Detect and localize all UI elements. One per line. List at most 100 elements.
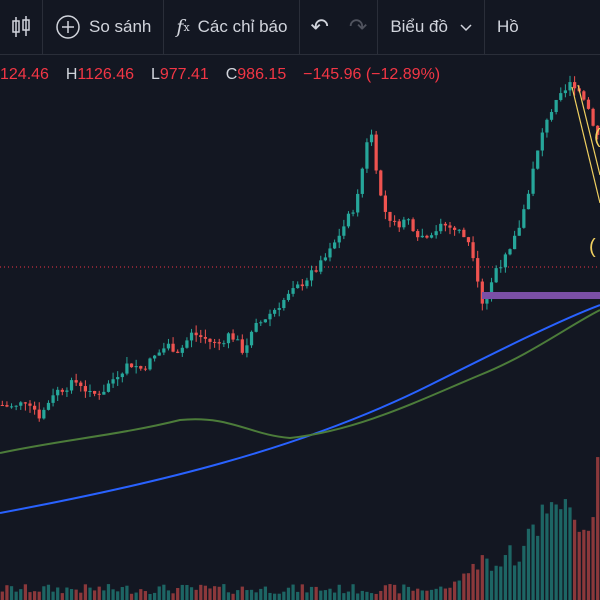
- toolbar-divider: [163, 0, 165, 54]
- candle-body: [226, 333, 231, 344]
- toolbar-divider: [377, 0, 379, 54]
- volume-bar: [397, 593, 401, 600]
- volume-bar: [536, 535, 540, 600]
- candle-body: [342, 226, 346, 236]
- volume-bar: [462, 573, 466, 600]
- volume-bar: [226, 592, 231, 600]
- indicators-label: Các chỉ báo: [197, 17, 288, 36]
- extra-menu-label: Hồ: [496, 17, 519, 36]
- toolbar-divider: [483, 0, 485, 54]
- candle-body: [116, 377, 120, 380]
- extra-menu-button[interactable]: Hồ: [485, 0, 531, 54]
- candle-body: [134, 366, 138, 368]
- volume-bar: [157, 586, 161, 600]
- volume-bar: [203, 585, 207, 600]
- volume-bar: [453, 581, 457, 600]
- candle-body: [236, 339, 240, 341]
- candle-body: [489, 282, 494, 300]
- volume-bar: [143, 591, 147, 600]
- volume-bar: [97, 586, 101, 600]
- volume-bar: [79, 592, 83, 600]
- redo-button[interactable]: ↷: [339, 0, 377, 54]
- candle-body: [416, 231, 420, 238]
- chevron-down-icon: [460, 20, 472, 35]
- candle-body: [443, 223, 447, 226]
- volume-bar: [291, 584, 295, 600]
- volume-bar: [425, 590, 429, 600]
- candle-body: [249, 331, 254, 346]
- candle-body: [333, 242, 337, 249]
- candle-body: [97, 393, 101, 395]
- volume-bar: [586, 530, 591, 600]
- volume-bar: [374, 593, 378, 600]
- volume-bar: [388, 584, 392, 600]
- volume-bar: [14, 591, 18, 600]
- candle-body: [568, 82, 572, 91]
- volume-bar: [526, 528, 531, 600]
- chart-style-button[interactable]: [0, 0, 42, 54]
- candle-body: [254, 322, 258, 332]
- candle-body: [309, 270, 314, 281]
- candle-body: [28, 403, 32, 406]
- candle-body: [531, 168, 535, 194]
- candle-body: [457, 229, 461, 231]
- candle-body: [268, 313, 272, 320]
- volume-bar: [273, 593, 277, 600]
- volume-bar: [503, 555, 507, 600]
- candle-body: [517, 227, 521, 236]
- volume-bar: [420, 590, 424, 600]
- candle-body: [559, 93, 563, 100]
- fx-icon-main: f: [176, 16, 184, 38]
- volume-bar: [406, 586, 411, 600]
- chart-type-dropdown[interactable]: Biểu đồ: [378, 0, 484, 54]
- volume-bar: [102, 590, 106, 600]
- annotation-line: [577, 84, 600, 176]
- candle-body: [314, 270, 318, 272]
- volume-bar: [513, 565, 517, 600]
- volume-bar: [23, 584, 27, 600]
- volume-bar: [208, 588, 212, 600]
- candle-body: [65, 390, 69, 392]
- volume-bar: [314, 586, 318, 600]
- candle-body: [88, 390, 92, 392]
- volume-bar: [217, 586, 221, 600]
- volume-bar: [282, 591, 286, 600]
- legend-change: −145.96 (−12.89%): [303, 66, 441, 83]
- volume-bar: [545, 513, 549, 600]
- volume-bar: [342, 593, 346, 600]
- volume-bar: [554, 504, 558, 600]
- volume-bar: [33, 591, 37, 600]
- candle-body: [563, 90, 567, 94]
- candle-body: [393, 220, 397, 222]
- legend-high-value: 1126.46: [77, 66, 135, 83]
- redo-icon: ↷: [348, 14, 368, 39]
- volume-bar: [429, 589, 434, 600]
- candle-body: [383, 195, 387, 212]
- candle-body: [203, 337, 207, 339]
- candle-body: [420, 235, 424, 238]
- candle-body: [337, 235, 341, 243]
- candle-body: [143, 368, 147, 370]
- candle-body: [199, 335, 203, 338]
- candle-body: [429, 235, 434, 238]
- candle-body: [526, 193, 531, 210]
- candle-body: [573, 82, 577, 89]
- candle-body: [300, 284, 304, 287]
- candle-body: [411, 219, 415, 232]
- volume-bar: [240, 586, 244, 600]
- price-chart[interactable]: ( (: [0, 55, 600, 600]
- volume-bar: [393, 584, 397, 600]
- candle-body: [46, 402, 51, 410]
- toolbar-divider: [42, 0, 43, 54]
- candle-body: [513, 235, 517, 250]
- compare-button[interactable]: So sánh: [43, 0, 163, 54]
- volume-bar: [369, 593, 374, 600]
- volume-bar: [19, 589, 23, 600]
- candle-body: [439, 223, 443, 232]
- volume-bar: [568, 507, 572, 600]
- candle-body: [0, 405, 4, 406]
- undo-button[interactable]: ↶: [300, 0, 338, 54]
- volume-bar: [411, 590, 415, 600]
